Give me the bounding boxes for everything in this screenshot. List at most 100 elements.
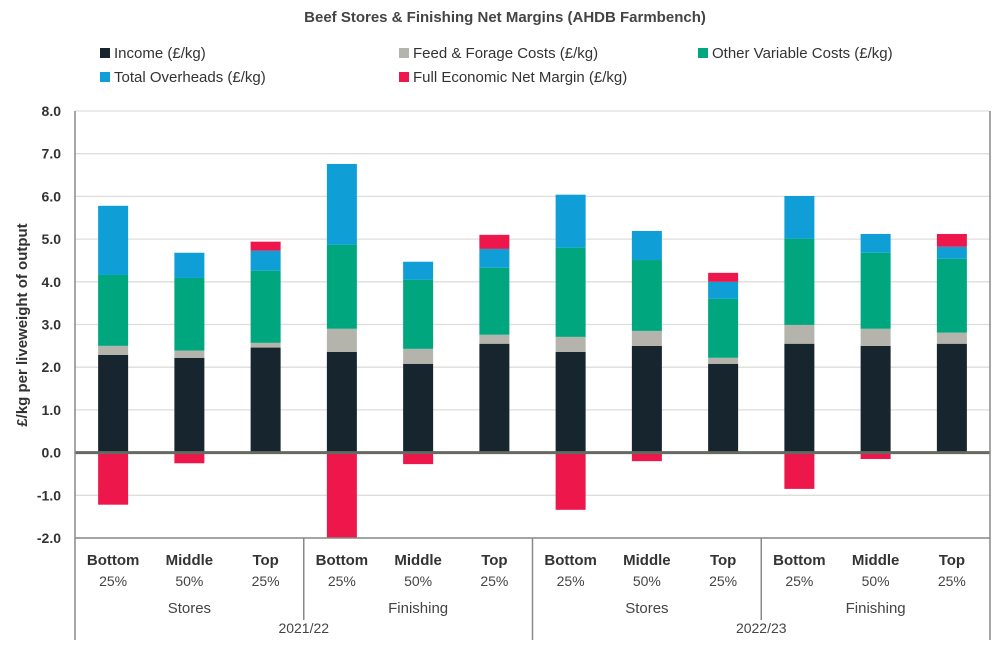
bar-segment-1 bbox=[174, 350, 205, 358]
bar-segment-4 bbox=[555, 452, 586, 510]
bar-segment-3 bbox=[936, 246, 967, 259]
bar-segment-2 bbox=[555, 247, 586, 337]
bar-segment-1 bbox=[784, 324, 815, 344]
bar-segment-1 bbox=[98, 345, 129, 355]
legend: Income (£/kg) Feed & Forage Costs (£/kg) O… bbox=[100, 45, 893, 86]
x-tick-sublabel: 50% bbox=[404, 573, 432, 589]
bar-segment-3 bbox=[250, 250, 281, 271]
y-tick-label: 5.0 bbox=[42, 231, 62, 247]
bar-segment-2 bbox=[250, 270, 281, 343]
bar-segment-3 bbox=[708, 281, 739, 299]
x-tick-label: Top bbox=[710, 552, 736, 569]
group-label: Stores bbox=[168, 600, 211, 617]
bar-segment-1 bbox=[936, 332, 967, 344]
x-tick-sublabel: 25% bbox=[99, 573, 127, 589]
bar-segment-3 bbox=[403, 261, 434, 280]
chart-title: Beef Stores & Finishing Net Margins (AHD… bbox=[304, 9, 706, 26]
y-tick-label: 7.0 bbox=[42, 146, 62, 162]
bar-segment-3 bbox=[326, 163, 357, 245]
x-tick-label: Bottom bbox=[87, 552, 140, 569]
bar-segment-1 bbox=[250, 342, 281, 348]
group-label: Finishing bbox=[846, 600, 906, 617]
x-tick-label: Middle bbox=[852, 552, 900, 569]
bar-segment-3 bbox=[174, 252, 205, 278]
bar-segment-4 bbox=[708, 272, 739, 282]
bar-segment-1 bbox=[403, 348, 434, 364]
y-tick-label: 1.0 bbox=[42, 402, 62, 418]
bar-segment-2 bbox=[174, 277, 205, 351]
legend-swatch bbox=[100, 48, 110, 58]
bar-segment-2 bbox=[936, 258, 967, 333]
bar-segment-2 bbox=[631, 260, 662, 331]
y-tick-label: 0.0 bbox=[42, 445, 62, 461]
y-tick-label: 2.0 bbox=[42, 359, 62, 375]
x-tick-label: Top bbox=[481, 552, 507, 569]
bar-segment-0 bbox=[860, 345, 891, 453]
x-tick-label: Middle bbox=[166, 552, 214, 569]
x-tick-sublabel: 25% bbox=[480, 573, 508, 589]
y-tick-label: 8.0 bbox=[42, 103, 62, 119]
group-label: Finishing bbox=[388, 600, 448, 617]
y-axis-label: £/kg per liveweight of output bbox=[14, 223, 31, 426]
legend-swatch bbox=[399, 72, 409, 82]
x-tick-sublabel: 25% bbox=[328, 573, 356, 589]
bar-segment-3 bbox=[479, 248, 510, 268]
bar-segment-2 bbox=[98, 274, 129, 346]
y-tick-label: -1.0 bbox=[37, 487, 61, 503]
bar-segment-1 bbox=[326, 328, 357, 352]
bar-segment-0 bbox=[708, 363, 739, 453]
legend-label: Full Economic Net Margin (£/kg) bbox=[413, 69, 627, 86]
bar-segment-3 bbox=[98, 205, 129, 275]
bar-segment-0 bbox=[326, 351, 357, 453]
bar-segment-0 bbox=[250, 347, 281, 453]
bar-segment-1 bbox=[631, 330, 662, 346]
bar-segment-0 bbox=[98, 354, 129, 453]
bar-segment-2 bbox=[479, 267, 510, 335]
legend-label: Income (£/kg) bbox=[114, 45, 206, 62]
x-tick-label: Bottom bbox=[773, 552, 826, 569]
x-tick-label: Bottom bbox=[316, 552, 369, 569]
x-tick-sublabel: 25% bbox=[938, 573, 966, 589]
x-tick-sublabel: 50% bbox=[633, 573, 661, 589]
x-tick-label: Middle bbox=[623, 552, 671, 569]
x-tick-sublabel: 25% bbox=[785, 573, 813, 589]
y-tick-label: 6.0 bbox=[42, 188, 62, 204]
y-tick-label: -2.0 bbox=[37, 530, 61, 546]
legend-label: Total Overheads (£/kg) bbox=[114, 69, 266, 86]
bar-segment-0 bbox=[403, 363, 434, 453]
bar-segment-4 bbox=[479, 234, 510, 249]
bar-segment-4 bbox=[174, 452, 205, 464]
y-tick-label: 3.0 bbox=[42, 317, 62, 333]
bar-segment-2 bbox=[860, 252, 891, 329]
bar-segment-4 bbox=[98, 452, 129, 505]
x-tick-label: Top bbox=[252, 552, 278, 569]
bar-segment-1 bbox=[860, 328, 891, 346]
bar-segment-4 bbox=[631, 452, 662, 462]
x-tick-sublabel: 25% bbox=[709, 573, 737, 589]
bar-segment-0 bbox=[174, 357, 205, 453]
bar-segment-4 bbox=[250, 241, 281, 251]
group-label: Stores bbox=[625, 600, 668, 617]
bar-segment-0 bbox=[479, 343, 510, 453]
x-tick-sublabel: 50% bbox=[862, 573, 890, 589]
bar-segment-1 bbox=[479, 334, 510, 344]
bar-segment-3 bbox=[631, 230, 662, 261]
bar-segment-3 bbox=[784, 195, 815, 239]
x-tick-label: Bottom bbox=[544, 552, 597, 569]
legend-swatch bbox=[399, 48, 409, 58]
bar-segment-1 bbox=[708, 357, 739, 364]
x-tick-label: Middle bbox=[394, 552, 442, 569]
legend-label: Other Variable Costs (£/kg) bbox=[712, 45, 893, 62]
bar-segment-0 bbox=[784, 343, 815, 453]
bar-segment-3 bbox=[860, 233, 891, 253]
bar-segment-4 bbox=[860, 452, 891, 460]
bar-segment-2 bbox=[326, 244, 357, 329]
bar-segment-2 bbox=[403, 279, 434, 349]
legend-label: Feed & Forage Costs (£/kg) bbox=[413, 45, 598, 62]
x-tick-label: Top bbox=[939, 552, 965, 569]
year-label: 2022/23 bbox=[736, 620, 787, 636]
legend-swatch bbox=[698, 48, 708, 58]
bar-segment-4 bbox=[784, 452, 815, 489]
year-label: 2021/22 bbox=[278, 620, 329, 636]
